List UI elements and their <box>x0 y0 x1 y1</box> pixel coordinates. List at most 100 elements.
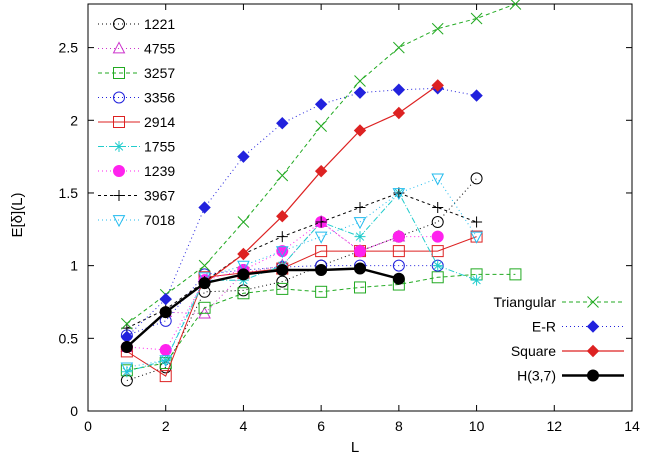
data-point <box>198 277 211 290</box>
y-tick-label: 2.5 <box>59 40 79 56</box>
data-point <box>392 188 406 201</box>
series-line <box>126 192 477 373</box>
data-point <box>431 271 444 284</box>
legend-item-right: Triangular <box>493 294 624 310</box>
data-point <box>471 274 483 286</box>
legend-item-right: E-R <box>532 319 624 335</box>
data-point <box>392 230 405 243</box>
data-point <box>198 259 211 272</box>
legend-item-left: 1221 <box>98 16 175 32</box>
data-point <box>159 292 172 306</box>
data-point <box>159 343 172 356</box>
series-line <box>126 192 477 329</box>
data-point <box>354 245 366 258</box>
data-point <box>315 264 328 277</box>
data-point <box>276 275 289 288</box>
plot-frame <box>87 3 633 412</box>
data-point <box>314 98 328 111</box>
y-tick-label: 0.5 <box>59 330 79 346</box>
data-point <box>121 366 133 378</box>
data-point <box>354 262 366 275</box>
data-point <box>237 287 250 300</box>
series-E-R <box>120 82 483 344</box>
data-point <box>431 216 444 229</box>
series-line <box>126 221 400 348</box>
data-point <box>120 330 134 344</box>
series-line <box>126 87 477 338</box>
data-point <box>276 210 289 223</box>
data-point <box>353 217 367 230</box>
data-point <box>113 67 125 79</box>
series-3257 <box>120 268 522 377</box>
data-point <box>237 247 250 261</box>
legend-label: H(3,7) <box>517 368 556 384</box>
legend-item-right: Square <box>511 343 624 359</box>
data-point <box>314 164 328 178</box>
legend-label: 3257 <box>144 65 175 81</box>
data-point <box>120 341 133 354</box>
data-point <box>113 190 125 201</box>
legend-label: 3356 <box>144 90 175 106</box>
data-point <box>587 296 599 308</box>
legend-label: 1755 <box>144 139 175 155</box>
data-point <box>113 91 125 104</box>
legend-item-left: 3967 <box>98 188 175 204</box>
legend-item-left: 2914 <box>98 114 175 130</box>
y-tick-label: 1.5 <box>59 185 79 201</box>
data-point <box>237 216 250 228</box>
data-point <box>470 172 483 185</box>
data-point <box>586 344 600 358</box>
data-point <box>275 246 289 259</box>
data-point <box>159 370 172 383</box>
legend-item-left: 7018 <box>98 212 175 228</box>
data-point <box>431 173 445 186</box>
data-point <box>113 165 125 177</box>
series-Triangular <box>121 0 522 330</box>
y-tick-label: 2 <box>70 112 78 128</box>
data-point <box>276 264 289 277</box>
data-point <box>121 317 133 330</box>
data-point <box>198 201 211 214</box>
legend-label: Square <box>511 343 556 359</box>
legend-item-right: H(3,7) <box>517 368 624 384</box>
data-point <box>276 116 289 130</box>
data-point <box>314 231 328 244</box>
series-line <box>126 267 400 348</box>
series-7018 <box>120 173 483 375</box>
data-point <box>509 0 522 10</box>
data-point <box>432 202 444 213</box>
legend-right: Triangular E-R Square H(3,7) <box>493 294 624 384</box>
data-point <box>392 259 405 272</box>
data-point <box>432 260 444 272</box>
legend-item-left: 4755 <box>98 41 175 57</box>
x-axis-label: L <box>351 439 359 456</box>
x-tick-label: 10 <box>469 418 485 434</box>
data-point <box>392 272 405 285</box>
data-point <box>431 245 444 258</box>
series-3967 <box>121 187 483 334</box>
data-point <box>276 169 289 182</box>
data-point <box>160 354 172 366</box>
data-point <box>354 202 366 213</box>
legend-item-left: 3356 <box>98 90 175 106</box>
y-tick-label: 1 <box>70 258 78 274</box>
data-point <box>471 216 483 228</box>
data-point <box>470 12 483 25</box>
axes: 0 2 4 6 8 10 12 14 0 0.5 1 1.5 2 2.5 <box>59 3 640 434</box>
data-point <box>120 362 134 375</box>
legend-label: 1239 <box>144 163 175 179</box>
legend-label: Triangular <box>493 294 556 310</box>
data-point <box>392 245 405 258</box>
x-tick-label: 14 <box>624 418 640 434</box>
legend-item-left: 1755 <box>98 139 175 155</box>
data-point <box>159 306 172 319</box>
legend-label: 3967 <box>144 188 175 204</box>
y-tick-label: 0 <box>70 403 78 419</box>
x-tick-label: 6 <box>317 418 325 434</box>
data-point <box>586 320 600 333</box>
series-1221 <box>120 172 483 387</box>
data-point <box>509 268 522 281</box>
data-point <box>113 18 125 30</box>
x-tick-label: 4 <box>240 418 248 434</box>
data-point <box>470 89 483 102</box>
